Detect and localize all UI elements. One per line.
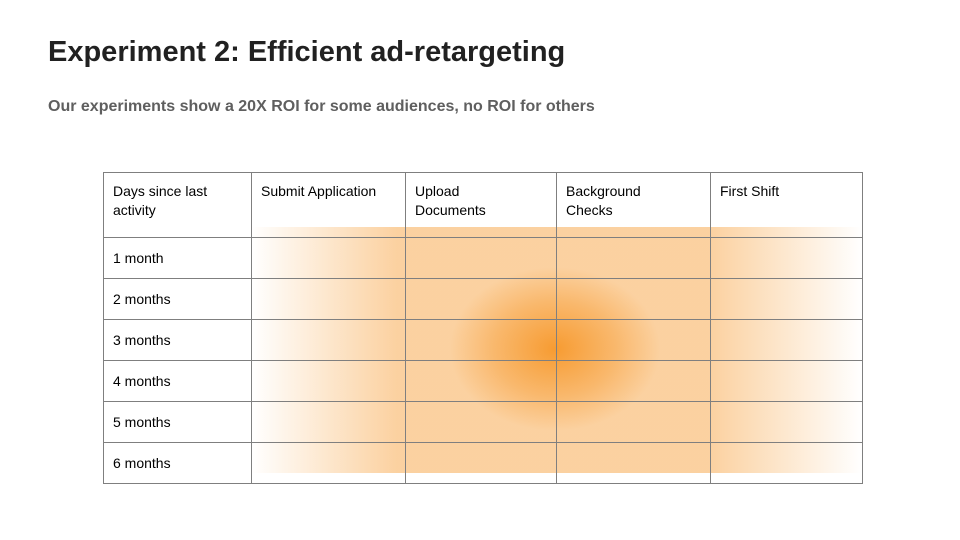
heat-cell [556, 237, 711, 279]
heat-cell [556, 278, 711, 320]
row-label: 4 months [103, 360, 252, 402]
table-row: 5 months [103, 401, 863, 443]
page-title: Experiment 2: Efficient ad-retargeting [48, 36, 566, 68]
heat-cell [710, 442, 863, 484]
header-cell-upload-documents: Upload Documents [405, 172, 557, 238]
heat-cell [405, 237, 557, 279]
heat-cell [251, 401, 406, 443]
heat-cell [405, 319, 557, 361]
row-label: 5 months [103, 401, 252, 443]
row-label: 3 months [103, 319, 252, 361]
header-cell-submit-application: Submit Application [251, 172, 406, 238]
table-row: 6 months [103, 442, 863, 484]
heat-cell [710, 360, 863, 402]
heat-cell [405, 360, 557, 402]
table-row: 2 months [103, 278, 863, 320]
heat-cell [251, 278, 406, 320]
row-label: 1 month [103, 237, 252, 279]
heat-cell [405, 442, 557, 484]
table-row: 3 months [103, 319, 863, 361]
heat-cell [710, 237, 863, 279]
heatmap-table: Days since last activity Submit Applicat… [103, 172, 863, 484]
heat-cell [710, 401, 863, 443]
heat-cell [556, 319, 711, 361]
header-cell-background-checks: Background Checks [556, 172, 711, 238]
header-row: Days since last activity Submit Applicat… [103, 172, 863, 238]
row-label: 6 months [103, 442, 252, 484]
heat-cell [710, 319, 863, 361]
table-row: 4 months [103, 360, 863, 402]
row-label: 2 months [103, 278, 252, 320]
heat-cell [251, 319, 406, 361]
heat-cell [251, 442, 406, 484]
header-cell-first-shift: First Shift [710, 172, 863, 238]
heat-cell [251, 360, 406, 402]
heat-cell [251, 237, 406, 279]
heat-cell [710, 278, 863, 320]
page-subtitle: Our experiments show a 20X ROI for some … [48, 98, 595, 115]
header-cell-days-since-last-activity: Days since last activity [103, 172, 252, 238]
heat-cell [556, 401, 711, 443]
heat-cell [556, 442, 711, 484]
heat-cell [405, 401, 557, 443]
heat-cell [405, 278, 557, 320]
heat-cell [556, 360, 711, 402]
heatmap-table-container: Days since last activity Submit Applicat… [103, 172, 863, 484]
table-row: 1 month [103, 237, 863, 279]
